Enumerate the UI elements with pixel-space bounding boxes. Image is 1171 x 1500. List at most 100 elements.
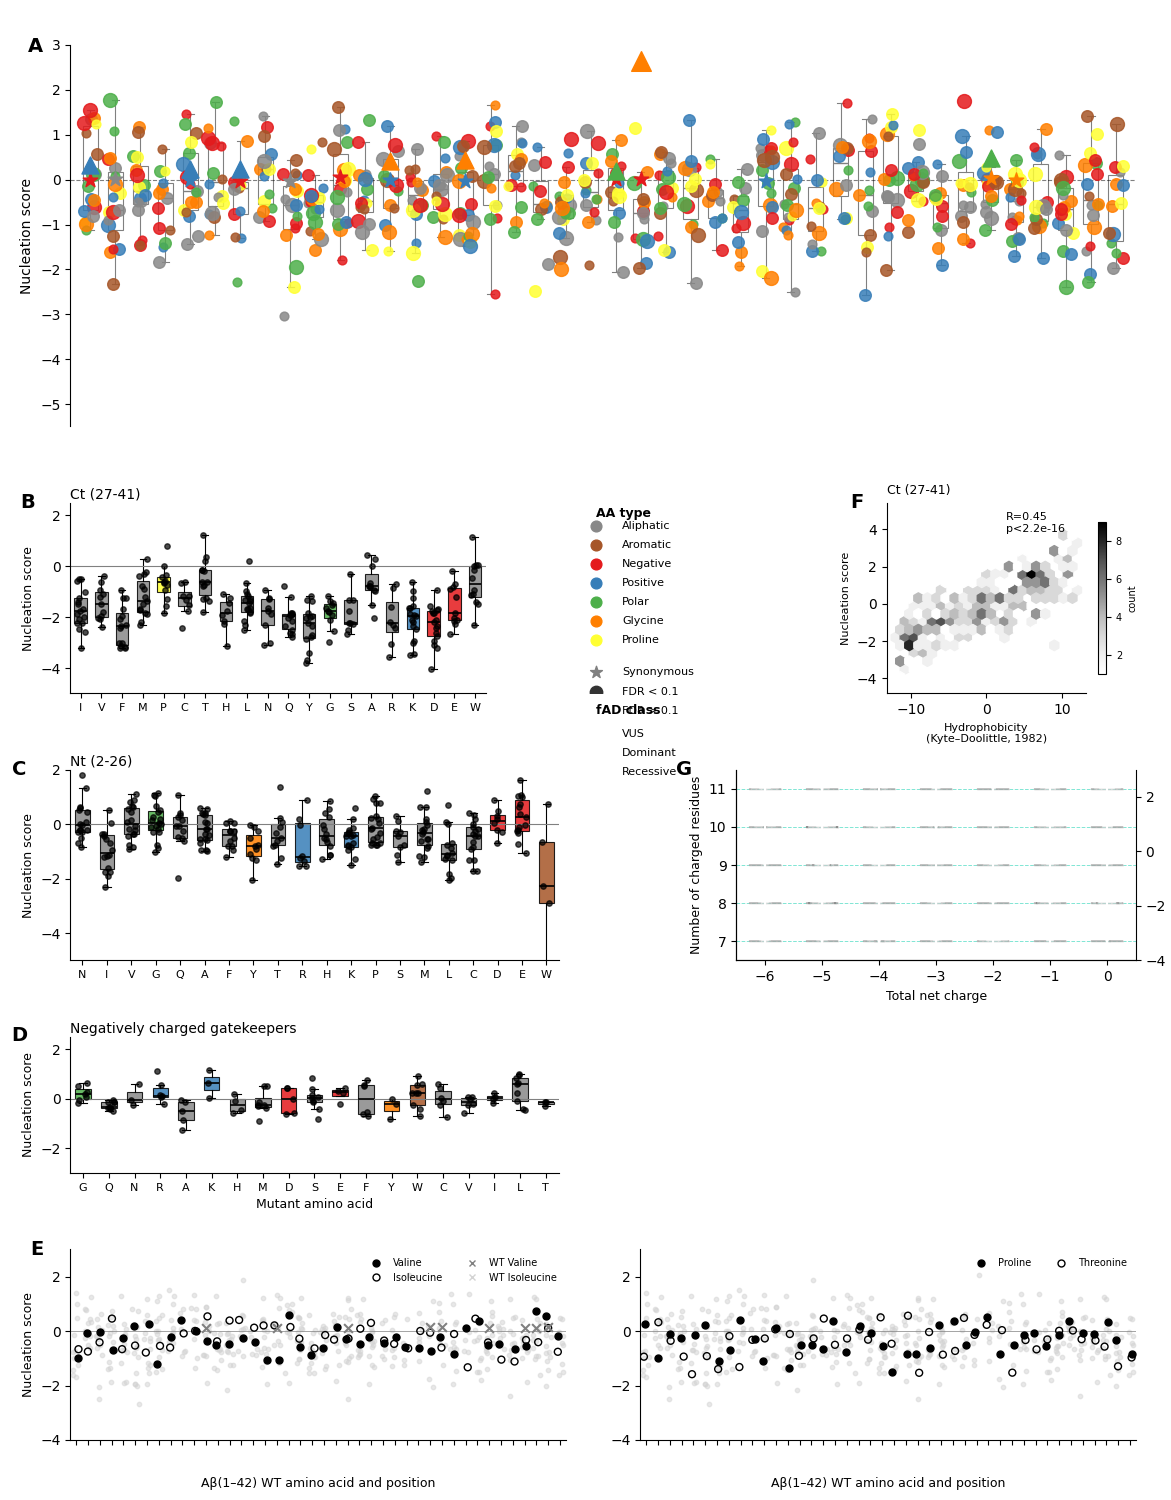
Point	[342, 824, 361, 848]
Point	[1049, 211, 1068, 236]
Point	[231, 158, 249, 182]
Point	[128, 164, 146, 188]
Point	[315, 801, 334, 825]
Point	[197, 839, 215, 862]
Point	[207, 1284, 226, 1308]
Point	[91, 1302, 110, 1326]
Point	[296, 853, 315, 877]
Point	[649, 1310, 667, 1334]
Point	[344, 831, 363, 855]
Point	[1077, 105, 1096, 129]
Point	[829, 144, 848, 168]
Point	[300, 1304, 319, 1328]
Point	[75, 580, 94, 604]
Point	[463, 222, 481, 246]
Point	[809, 196, 828, 220]
Point	[762, 146, 781, 170]
Point	[355, 198, 374, 222]
Point	[787, 1311, 806, 1335]
Point	[247, 849, 266, 873]
Point	[114, 1338, 132, 1362]
Text: Ct (27-41): Ct (27-41)	[886, 484, 950, 498]
Text: Positive: Positive	[622, 578, 665, 588]
Point	[537, 1311, 556, 1335]
X-axis label: Total net charge: Total net charge	[885, 990, 987, 1002]
Point	[1000, 1316, 1019, 1340]
PathPatch shape	[539, 1102, 554, 1104]
Point	[151, 159, 170, 183]
Point	[139, 1360, 158, 1384]
Point	[1084, 214, 1103, 238]
Point	[876, 1318, 895, 1342]
Point	[313, 1314, 331, 1338]
Point	[408, 1082, 426, 1106]
Point	[128, 190, 146, 214]
Point	[920, 1338, 939, 1362]
Point	[550, 206, 569, 230]
Point	[282, 602, 301, 625]
Point	[100, 213, 118, 237]
Point	[326, 1324, 344, 1348]
Point	[767, 1298, 786, 1322]
Point	[768, 1371, 787, 1395]
Point	[858, 1320, 877, 1344]
Point	[875, 1341, 893, 1365]
Point	[763, 1344, 782, 1368]
Point	[177, 102, 196, 126]
Point	[488, 800, 507, 824]
Point	[299, 648, 317, 672]
Point	[259, 600, 278, 624]
Point	[212, 134, 231, 158]
Point	[659, 1388, 678, 1411]
Point	[196, 804, 214, 828]
Point	[340, 1346, 358, 1370]
Point	[314, 1322, 333, 1346]
PathPatch shape	[149, 812, 163, 830]
Point	[128, 1374, 146, 1398]
Point	[720, 1324, 739, 1348]
Point	[150, 251, 169, 274]
Point	[300, 1356, 319, 1380]
Point	[465, 847, 484, 871]
Point	[342, 853, 361, 877]
Point	[481, 207, 500, 231]
Point	[364, 1332, 383, 1356]
Point	[384, 196, 403, 220]
Point	[359, 1372, 378, 1396]
PathPatch shape	[199, 570, 212, 596]
Point	[141, 1336, 159, 1360]
Point	[1038, 190, 1056, 214]
PathPatch shape	[333, 154, 348, 219]
Point	[268, 1282, 287, 1306]
Point	[874, 1335, 892, 1359]
Point	[376, 1336, 395, 1360]
Point	[487, 134, 506, 158]
Point	[267, 1317, 286, 1341]
Point	[895, 1310, 913, 1334]
Point	[834, 1334, 852, 1358]
Point	[778, 192, 796, 216]
Point	[162, 1308, 180, 1332]
Point	[174, 1298, 193, 1322]
Point	[151, 798, 170, 822]
Point	[512, 130, 530, 154]
Point	[431, 1310, 450, 1334]
Point	[111, 1350, 130, 1374]
Point	[196, 801, 214, 825]
Point	[954, 172, 973, 196]
Point	[89, 1328, 108, 1352]
PathPatch shape	[344, 600, 357, 624]
Point	[470, 1326, 488, 1350]
Point	[69, 1346, 88, 1370]
Point	[104, 120, 123, 144]
Point	[1086, 1329, 1104, 1353]
Point	[232, 164, 251, 188]
Point	[766, 1317, 785, 1341]
Point	[439, 868, 458, 892]
Point	[1060, 1310, 1078, 1334]
PathPatch shape	[246, 834, 261, 855]
Point	[1011, 226, 1029, 251]
Point	[745, 1328, 763, 1352]
Point	[172, 1344, 191, 1368]
Point	[194, 573, 213, 597]
